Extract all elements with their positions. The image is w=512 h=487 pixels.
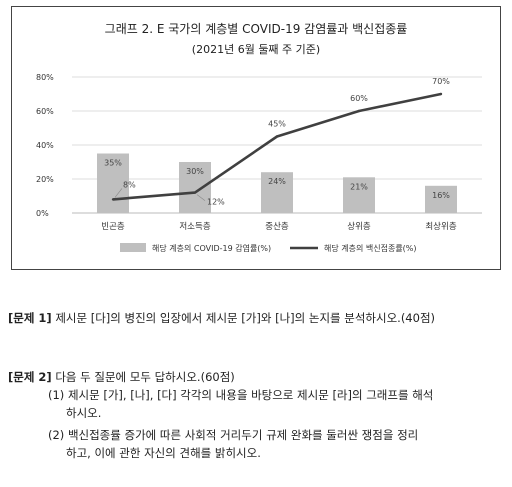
question-1: [문제 1] 제시문 [다]의 병진의 입장에서 제시문 [가]와 [나]의 논… (8, 309, 435, 327)
y-tick-label: 60% (36, 107, 54, 116)
chart-title: 그래프 2. E 국가의 계층별 COVID-19 감염률과 백신접종률 (105, 22, 408, 36)
bar-data-label: 30% (186, 167, 204, 176)
question-2-text: 다음 두 질문에 모두 답하시오.(60점) (55, 370, 235, 384)
line-point (275, 135, 279, 138)
line-point (439, 92, 443, 96)
bar-data-label: 16% (432, 191, 450, 200)
x-tick-label: 중산층 (265, 221, 289, 232)
bar-data-label: 21% (350, 182, 368, 191)
legend-label-vaccination: 해당 계층의 백신접종률(%) (324, 243, 417, 253)
x-tick-label: 저소득층 (179, 222, 210, 232)
x-tick-label: 상위층 (347, 221, 371, 232)
question-2-sub2-line2: 하고, 이에 관한 자신의 견해를 밝히시오. (66, 446, 261, 460)
line-data-label: 8% (123, 180, 136, 189)
question-2: [문제 2] 다음 두 질문에 모두 답하시오.(60점) (8, 368, 235, 386)
line-data-label: 45% (268, 120, 286, 129)
line-point (193, 191, 197, 194)
y-tick-label: 40% (36, 141, 54, 150)
y-tick-label: 0% (36, 209, 49, 218)
chart-frame: 그래프 2. E 국가의 계층별 COVID-19 감염률과 백신접종률 (20… (11, 6, 501, 270)
line-point (357, 109, 361, 113)
y-tick-label: 20% (36, 175, 54, 184)
y-tick-label: 80% (36, 73, 54, 82)
leader-line (114, 188, 123, 198)
line-data-label: 70% (432, 77, 450, 86)
x-tick-label: 최상위층 (425, 221, 456, 232)
line-point (111, 198, 115, 201)
bar-data-label: 35% (104, 159, 122, 168)
bar (343, 177, 375, 213)
question-2-sub1-line2: 하시오. (66, 406, 102, 420)
legend-swatch-bar (120, 243, 146, 252)
line-data-label: 60% (350, 94, 368, 103)
bar (425, 185, 457, 213)
line-data-label: 12% (207, 198, 225, 207)
chart: 그래프 2. E 국가의 계층별 COVID-19 감염률과 백신접종률 (20… (36, 22, 482, 253)
bar-data-label: 24% (268, 177, 286, 186)
bar (261, 172, 293, 213)
chart-subtitle: (2021년 6월 둘째 주 기준) (192, 43, 320, 56)
x-tick-label: 빈곤층 (101, 222, 125, 232)
question-1-number: [문제 1] (8, 311, 52, 325)
question-2-sub1-line1: (1) 제시문 [가], [나], [다] 각각의 내용을 바탕으로 제시문 [… (48, 388, 434, 402)
question-1-text: 제시문 [다]의 병진의 입장에서 제시문 [가]와 [나]의 논지를 분석하시… (55, 311, 436, 325)
bar (97, 153, 129, 213)
leader-line (196, 194, 206, 201)
legend-label-infection: 해당 계층의 COVID-19 감염률(%) (152, 243, 271, 253)
bar (179, 162, 211, 213)
question-2-number: [문제 2] (8, 370, 52, 384)
question-2-sub2-line1: (2) 백신접종률 증가에 따른 사회적 거리두기 규제 완화를 둘러싼 쟁점을… (48, 428, 419, 442)
